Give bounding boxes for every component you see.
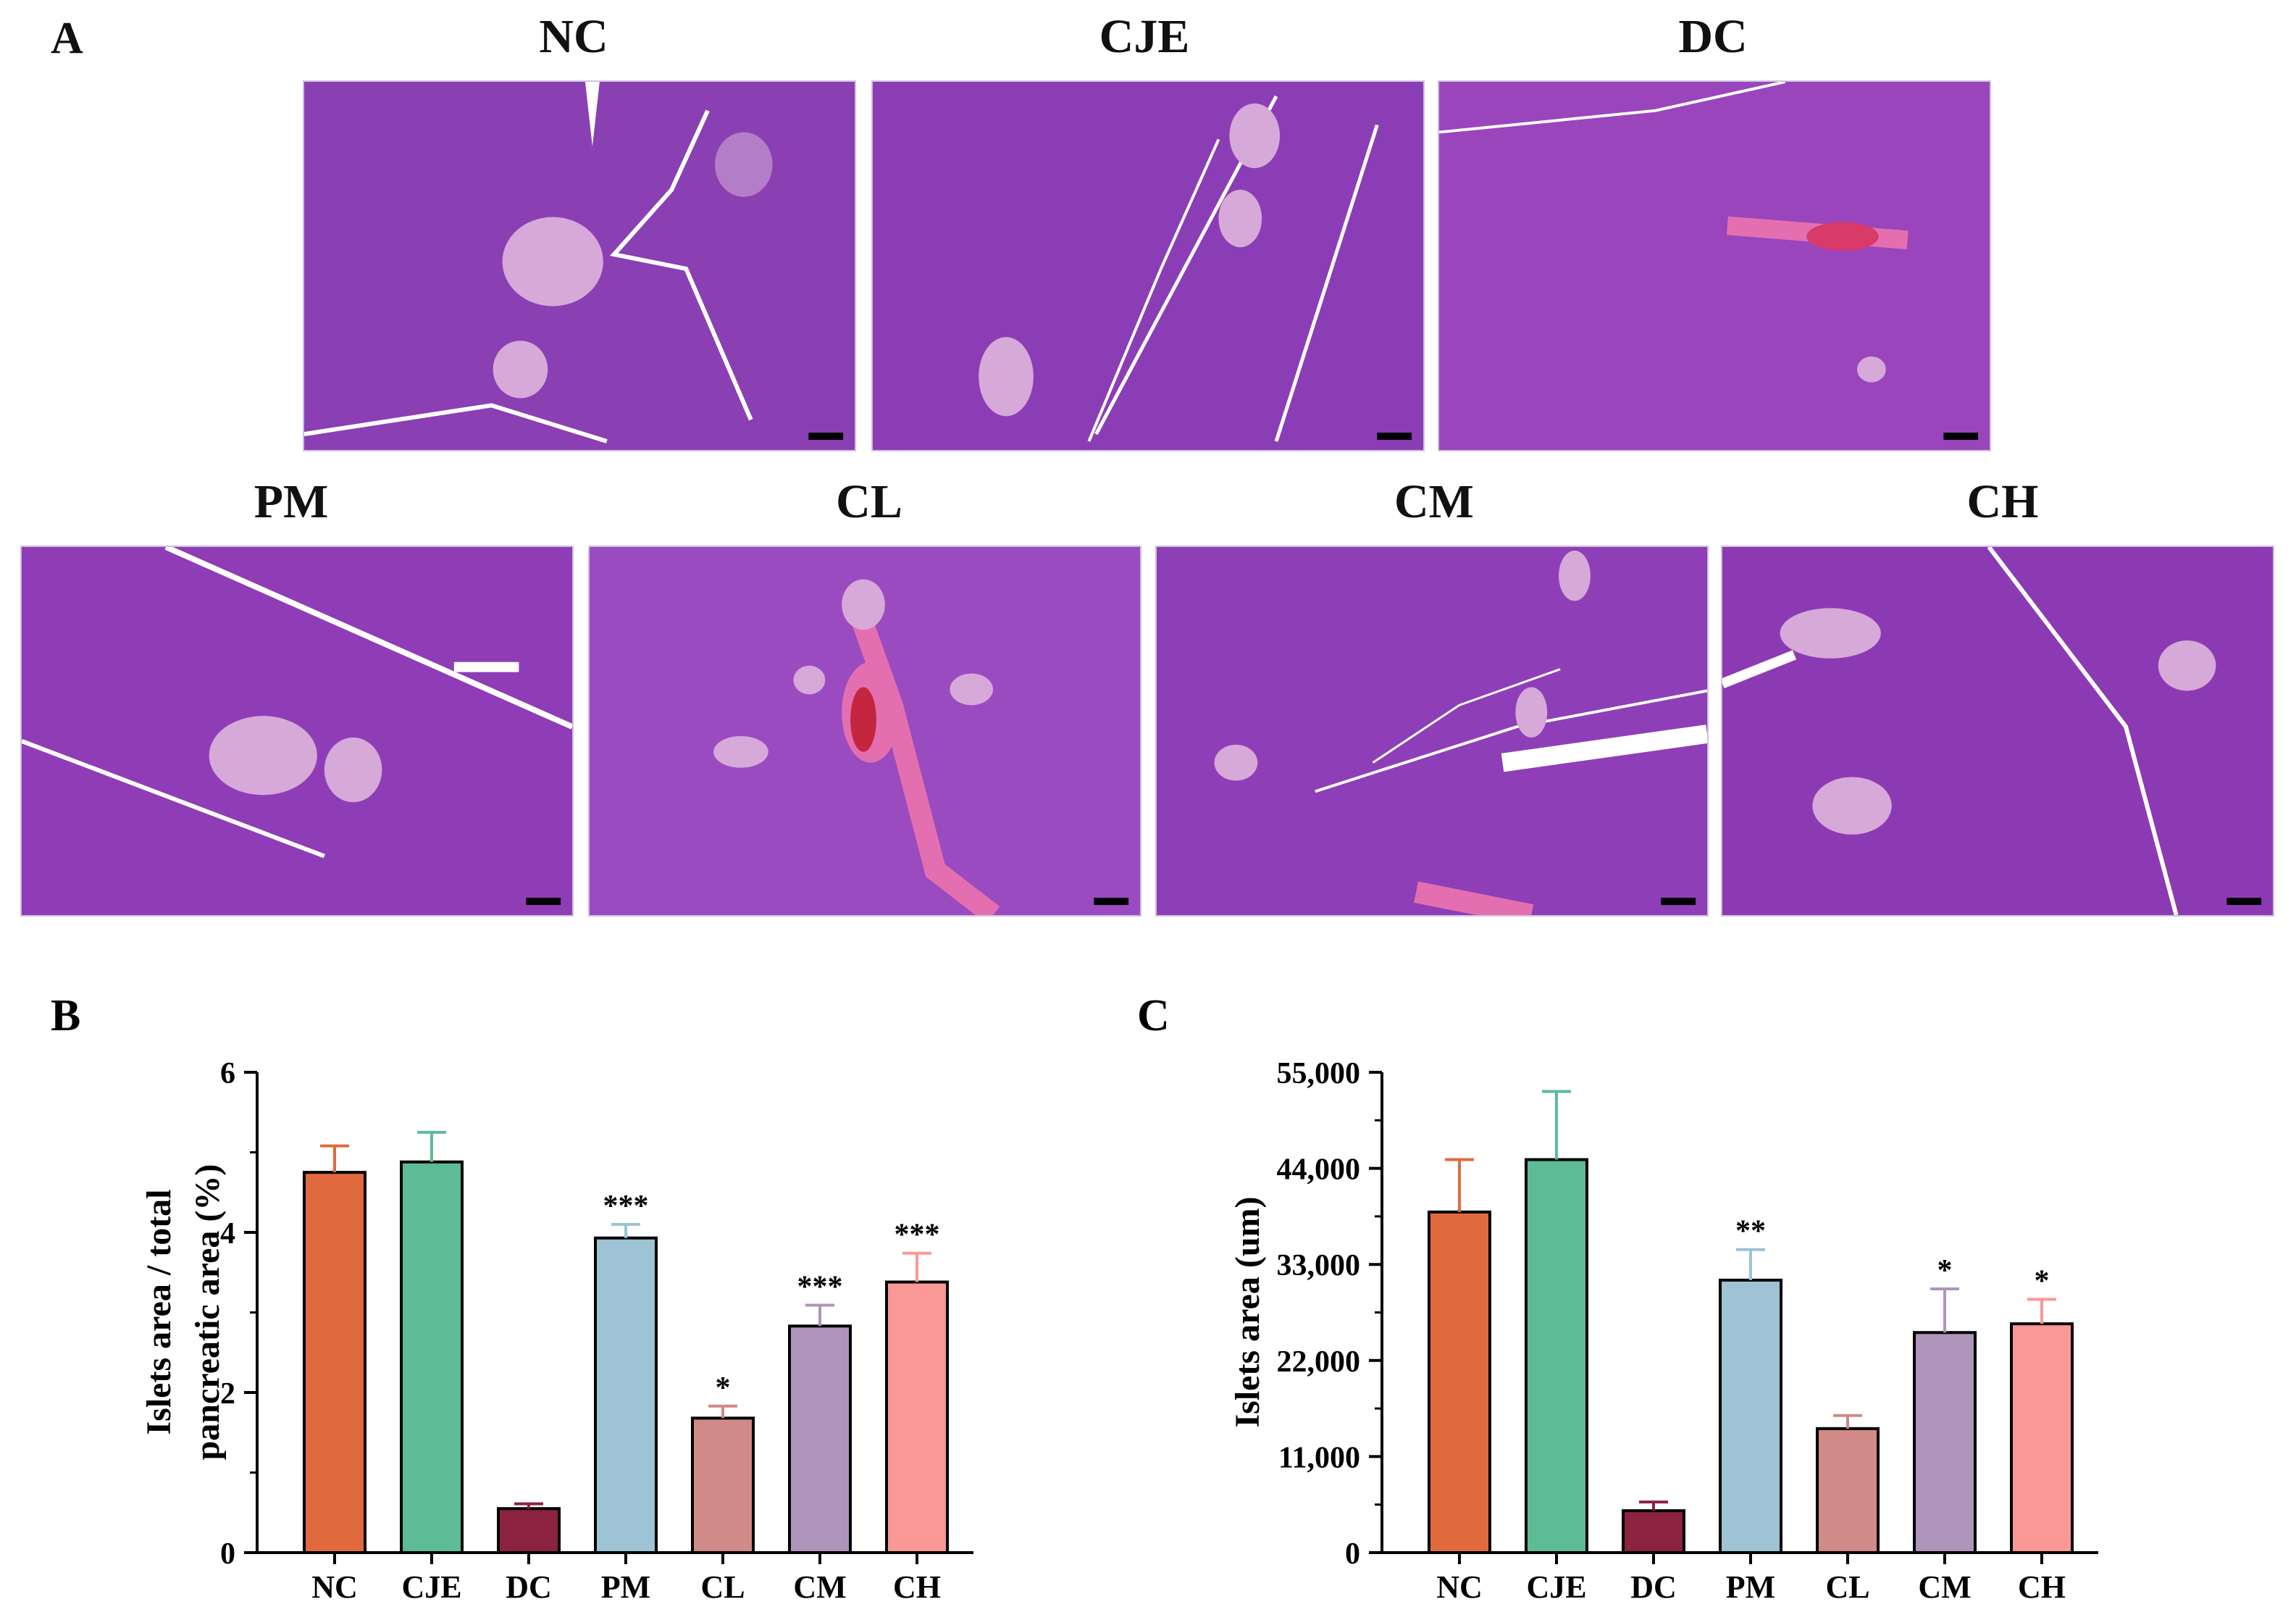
micrograph-cm [1155, 546, 1709, 917]
panel-b-letter: B [51, 991, 80, 1040]
panel-c-letter: C [1137, 991, 1170, 1040]
x-tick-label: CJE [1526, 1569, 1586, 1605]
y-tick-label: 11,000 [1278, 1441, 1360, 1474]
y-tick-label: 6 [220, 1057, 235, 1090]
significance-marker: *** [797, 1271, 843, 1304]
micrograph-ch [1721, 546, 2274, 917]
y-tick-label: 2 [220, 1377, 235, 1411]
islet-shape [502, 217, 603, 306]
bar-nc [1428, 1210, 1491, 1554]
significance-marker: *** [603, 1190, 649, 1223]
bar-ch [2010, 1322, 2074, 1554]
y-tick-label: 4 [220, 1217, 235, 1251]
bar-cje [400, 1160, 464, 1554]
micrograph-nc [303, 80, 856, 451]
significance-marker: *** [894, 1219, 940, 1252]
x-tick-label: NC [311, 1569, 358, 1605]
x-tick-label: CM [1918, 1569, 1971, 1605]
panel-a-letter: A [51, 14, 83, 63]
x-tick-label: CL [1825, 1569, 1869, 1605]
chart-b: 0 2 4 6 Islets area / total pancreatic area (… [140, 1057, 973, 1605]
y-tick-label: 55,000 [1277, 1057, 1361, 1090]
x-tick-label: DC [1630, 1569, 1677, 1605]
x-tick-label: CH [2018, 1569, 2066, 1605]
micrograph-title-cje: CJE [1099, 10, 1190, 63]
bar-cl [1816, 1427, 1880, 1554]
significance-marker: * [2035, 1264, 2050, 1298]
micrograph-title-dc: DC [1678, 10, 1748, 63]
bar-pm [594, 1236, 658, 1554]
x-tick-label: PM [601, 1569, 650, 1605]
x-tick-label: DC [506, 1569, 552, 1605]
significance-marker: * [1937, 1254, 1953, 1287]
x-tick-label: NC [1436, 1569, 1483, 1605]
micrograph-pm [20, 546, 574, 917]
bar-dc [497, 1507, 561, 1555]
significance-marker: ** [1735, 1215, 1766, 1248]
bar-cje [1525, 1158, 1588, 1554]
micrograph-title-ch: CH [1966, 475, 2039, 528]
y-tick-label: 33,000 [1277, 1249, 1361, 1282]
y-tick-label: 0 [220, 1537, 235, 1571]
micrograph-cl [588, 546, 1141, 917]
bar-pm [1719, 1278, 1782, 1554]
micrograph-title-cm: CM [1394, 475, 1474, 528]
bar-cm [1913, 1331, 1977, 1554]
micrograph-title-nc: NC [539, 10, 608, 63]
x-tick-label: PM [1726, 1569, 1775, 1605]
x-tick-label: CM [793, 1569, 846, 1605]
bar-dc [1622, 1509, 1685, 1554]
x-tick-label: CL [700, 1569, 745, 1605]
bar-ch [885, 1280, 949, 1554]
bar-cl [691, 1416, 755, 1554]
micrograph-dc [1438, 80, 1991, 451]
significance-marker: * [716, 1371, 731, 1405]
y-tick-label: 22,000 [1277, 1345, 1361, 1379]
x-tick-label: CH [893, 1569, 941, 1605]
y-axis-label: Islets area (um) [1228, 1196, 1267, 1427]
micrograph-title-cl: CL [836, 475, 902, 528]
y-tick-label: 44,000 [1277, 1153, 1361, 1187]
y-axis-label-line2: pancreatic area (%) [188, 1164, 227, 1461]
chart-c: 0 11,000 22,000 33,000 44,000 55,000 Islets ar… [1228, 1057, 2098, 1605]
bar-cm [788, 1324, 852, 1555]
x-tick-label: CJE [401, 1569, 461, 1605]
bar-nc [303, 1171, 366, 1554]
y-tick-label: 0 [1345, 1537, 1360, 1571]
y-axis-label: Islets area / total [140, 1189, 178, 1435]
micrograph-title-pm: PM [254, 475, 329, 528]
micrograph-cje [871, 80, 1425, 451]
